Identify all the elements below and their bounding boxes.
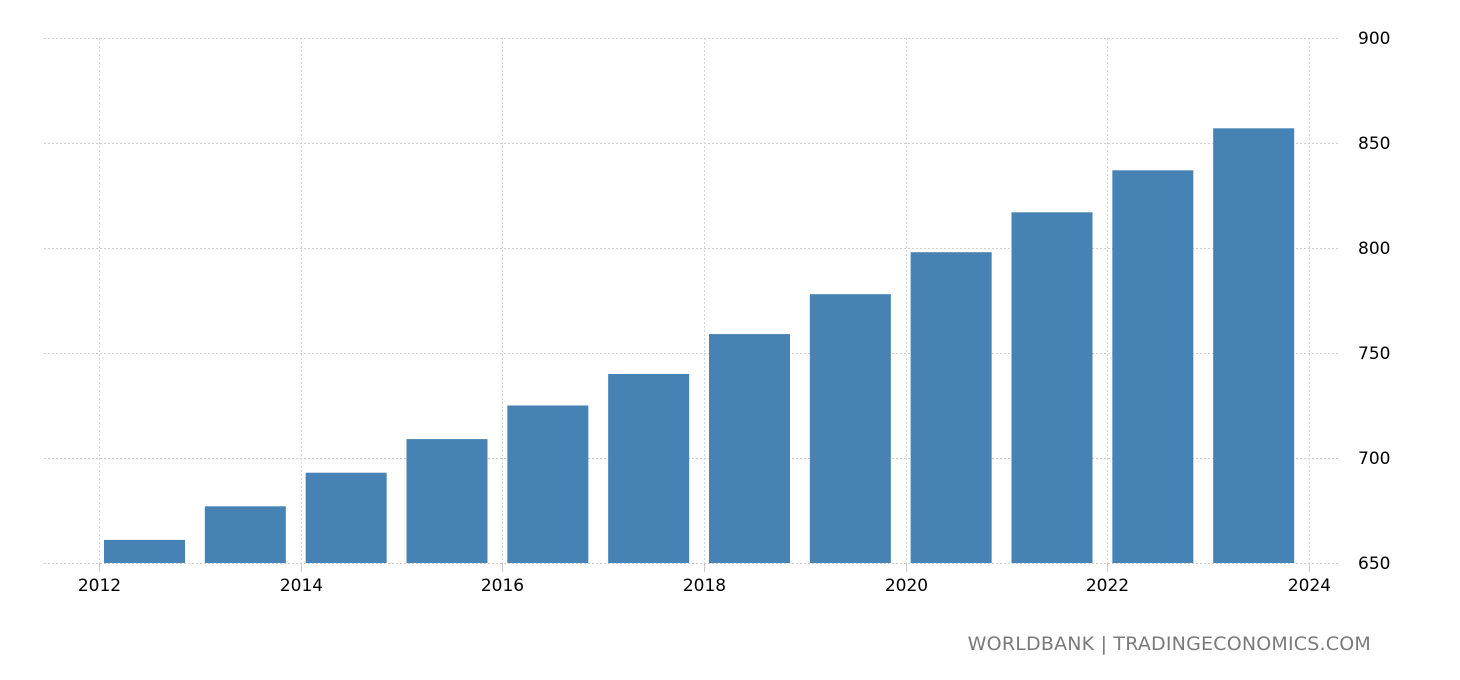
bar-2017 (608, 374, 690, 563)
y-tick-label: 700 (1358, 449, 1390, 469)
y-tick-label: 750 (1358, 344, 1390, 364)
x-tick-label: 2012 (78, 576, 121, 596)
bar-2014 (305, 472, 387, 563)
bar-2012 (104, 539, 185, 563)
bar-2023 (1213, 128, 1295, 564)
x-tick-label: 2018 (683, 576, 726, 596)
x-tick-label: 2024 (1288, 576, 1331, 596)
bar-2013 (204, 506, 286, 563)
x-tick-label: 2016 (481, 576, 524, 596)
bar-2015 (406, 439, 488, 563)
x-tick-label: 2014 (280, 576, 323, 596)
x-tick-label: 2022 (1086, 576, 1129, 596)
source-footer: WORLDBANK | TRADINGECONOMICS.COM (967, 633, 1371, 655)
bar-2022 (1112, 170, 1194, 564)
bar-2016 (507, 405, 589, 563)
y-tick-label: 650 (1358, 554, 1390, 574)
bar-2021 (1011, 212, 1093, 564)
y-tick-label: 900 (1358, 29, 1390, 49)
bar-2019 (809, 294, 891, 563)
x-tick-label: 2020 (885, 576, 928, 596)
bar-2020 (910, 252, 992, 563)
y-tick-label: 800 (1358, 239, 1390, 259)
y-tick-label: 850 (1358, 134, 1390, 154)
bar-2018 (709, 334, 790, 563)
